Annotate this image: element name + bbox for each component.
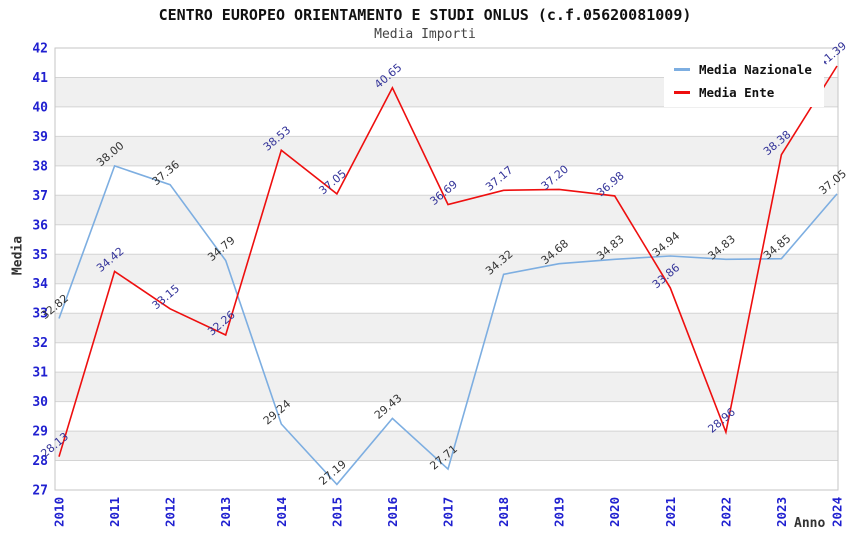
y-tick-label: 27 bbox=[32, 484, 48, 499]
grid-band bbox=[55, 254, 838, 284]
grid-band bbox=[55, 431, 838, 461]
y-tick-label: 35 bbox=[32, 248, 48, 263]
y-tick-label: 36 bbox=[32, 218, 48, 233]
y-tick-label: 29 bbox=[32, 425, 48, 440]
x-tick-label: 2010 bbox=[52, 497, 67, 527]
legend-item-media-nazionale: Media Nazionale bbox=[674, 62, 812, 77]
y-tick-label: 28 bbox=[32, 454, 48, 469]
data-label: 37.20 bbox=[539, 163, 571, 193]
y-tick-label: 37 bbox=[32, 189, 48, 204]
legend-label-media-nazionale: Media Nazionale bbox=[699, 62, 812, 77]
y-tick-label: 30 bbox=[32, 395, 48, 410]
y-tick-label: 32 bbox=[32, 336, 48, 351]
x-tick-label: 2017 bbox=[441, 497, 456, 527]
media-nazionale-line-swatch-icon bbox=[674, 68, 690, 71]
y-tick-label: 33 bbox=[32, 307, 48, 322]
x-tick-label: 2022 bbox=[718, 497, 733, 527]
x-tick-label: 2012 bbox=[163, 497, 178, 527]
x-axis-title: Anno bbox=[794, 516, 826, 531]
series-line-media-ente bbox=[58, 65, 838, 457]
y-tick-label: 41 bbox=[32, 71, 48, 86]
chart-title: CENTRO EUROPEO ORIENTAMENTO E STUDI ONLU… bbox=[158, 6, 692, 24]
data-label: 37.05 bbox=[316, 167, 348, 197]
x-tick-label: 2024 bbox=[830, 497, 845, 527]
y-tick-label: 31 bbox=[32, 366, 48, 381]
data-label: 37.17 bbox=[483, 164, 515, 194]
legend-item-media-ente: Media Ente bbox=[674, 85, 812, 100]
y-tick-label: 38 bbox=[32, 159, 48, 174]
chart-subtitle: Media Importi bbox=[374, 27, 476, 42]
x-tick-label: 2014 bbox=[274, 497, 289, 527]
legend: Media Nazionale Media Ente bbox=[664, 55, 824, 107]
y-axis-title: Media bbox=[10, 235, 26, 276]
y-tick-label: 40 bbox=[32, 100, 48, 115]
data-label: 27.19 bbox=[316, 458, 348, 488]
x-tick-label: 2018 bbox=[496, 497, 511, 527]
grid-band bbox=[55, 136, 838, 166]
series-line-media-nazionale bbox=[58, 164, 838, 486]
y-tick-label: 34 bbox=[32, 277, 48, 292]
grid-band bbox=[55, 372, 838, 402]
x-tick-label: 2015 bbox=[329, 497, 344, 527]
x-tick-label: 2019 bbox=[552, 497, 567, 527]
x-tick-label: 2023 bbox=[774, 497, 789, 527]
grid-band bbox=[55, 313, 838, 343]
data-label: 33.15 bbox=[150, 282, 182, 312]
y-tick-label: 42 bbox=[32, 42, 48, 57]
plot-border bbox=[54, 47, 839, 491]
media-ente-line-swatch-icon bbox=[674, 91, 690, 94]
x-tick-label: 2013 bbox=[218, 497, 233, 527]
x-tick-label: 2021 bbox=[663, 497, 678, 527]
legend-label-media-ente: Media Ente bbox=[699, 85, 775, 100]
x-tick-label: 2016 bbox=[385, 497, 400, 527]
y-tick-label: 39 bbox=[32, 130, 48, 145]
x-tick-label: 2020 bbox=[607, 497, 622, 527]
data-label: 37.05 bbox=[817, 167, 849, 197]
x-tick-label: 2011 bbox=[107, 497, 122, 527]
